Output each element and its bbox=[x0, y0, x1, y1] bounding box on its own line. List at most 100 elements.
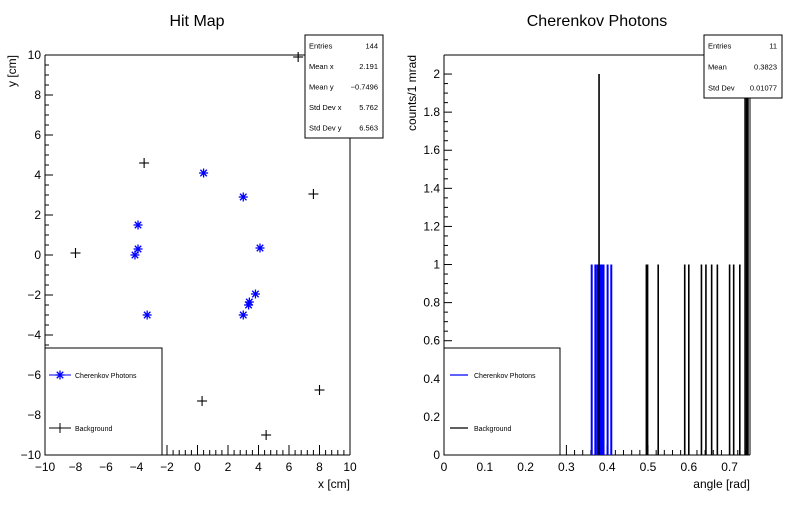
legend-frame bbox=[44, 347, 163, 456]
cherenkov-histogram-chart: Cherenkov Photons 0 0.2 0.4 0.6 0.8 1 1.2 1.4 1.6… bbox=[405, 13, 783, 491]
y-tick-label: −2 bbox=[27, 288, 41, 302]
star-stroke bbox=[131, 251, 139, 259]
x-tick-label: −4 bbox=[130, 460, 144, 474]
legend: Cherenkov Photons Background bbox=[443, 347, 561, 456]
legend-frame bbox=[443, 347, 561, 456]
y-tick-label: 1.4 bbox=[423, 181, 440, 195]
background-point bbox=[314, 385, 325, 395]
stats-value: 11 bbox=[769, 42, 777, 51]
stats-box-frame bbox=[703, 34, 783, 99]
stats-value: 144 bbox=[365, 41, 378, 50]
y-tick-label: 1.6 bbox=[423, 143, 440, 157]
y-tick-label: 6 bbox=[34, 128, 41, 142]
stats-label: Mean x bbox=[309, 62, 334, 71]
stats-label: Std Dev x bbox=[309, 103, 342, 112]
x-tick-label: 0.6 bbox=[680, 460, 697, 474]
y-tick-label: 8 bbox=[34, 88, 41, 102]
cherenkov-photon-point bbox=[255, 243, 265, 253]
legend-label: Background bbox=[474, 426, 511, 433]
cherenkov-photon-point bbox=[250, 289, 260, 299]
stats-value: −0.7496 bbox=[351, 83, 378, 92]
y-tick-label: 1 bbox=[433, 258, 440, 272]
background-point bbox=[261, 430, 272, 440]
x-tick-label: −6 bbox=[99, 460, 113, 474]
stats-label: Std Dev y bbox=[309, 124, 342, 133]
stats-value: 0.01077 bbox=[750, 84, 777, 93]
cherenkov-photon-point bbox=[133, 220, 143, 230]
background-point bbox=[293, 52, 304, 62]
stats-value: 2.191 bbox=[359, 62, 378, 71]
legend: Cherenkov Photons Background bbox=[44, 347, 163, 456]
stats-value: 0.3823 bbox=[754, 63, 777, 72]
x-tick-label: 10 bbox=[343, 460, 357, 474]
cherenkov-photon-point bbox=[142, 310, 152, 320]
background-point bbox=[70, 248, 81, 258]
star-stroke bbox=[251, 290, 260, 298]
stats-box: Entries 144 Mean x 2.191 Mean y −0.7496 Std De… bbox=[304, 34, 384, 139]
stats-box: Entries 11 Mean 0.3823 Std Dev 0.01077 bbox=[703, 34, 783, 99]
background-point bbox=[139, 158, 150, 168]
cherenkov-photon-point bbox=[199, 168, 209, 178]
y-tick-label: 0 bbox=[433, 448, 440, 462]
stats-value: 6.563 bbox=[359, 124, 378, 133]
y-tick-label: −10 bbox=[21, 448, 42, 462]
x-tick-label: −8 bbox=[69, 460, 83, 474]
x-tick-label: 0.5 bbox=[640, 460, 657, 474]
y-tick-label: −6 bbox=[27, 368, 41, 382]
star-stroke bbox=[239, 193, 247, 201]
star-stroke bbox=[143, 311, 151, 319]
stats-label: Entries bbox=[708, 42, 732, 51]
y-axis-label: counts/1 mrad bbox=[405, 55, 419, 131]
y-tick-label: 0.4 bbox=[423, 372, 440, 386]
x-tick-label: 2 bbox=[225, 460, 232, 474]
y-tick-label: 0.6 bbox=[423, 334, 440, 348]
y-tick-label: 2 bbox=[433, 67, 440, 81]
chart-title: Hit Map bbox=[169, 13, 224, 30]
stats-label: Entries bbox=[309, 41, 333, 50]
x-axis-label: x [cm] bbox=[318, 477, 350, 491]
star-stroke bbox=[199, 169, 208, 177]
x-tick-label: 0.1 bbox=[476, 460, 493, 474]
y-tick-label: −8 bbox=[27, 408, 41, 422]
stats-value: 5.762 bbox=[359, 103, 378, 112]
x-tick-label: 0 bbox=[441, 460, 448, 474]
stats-box-frame bbox=[304, 34, 384, 139]
x-tick-label: 0.2 bbox=[517, 460, 534, 474]
x-tick-label: 8 bbox=[316, 460, 323, 474]
x-tick-label: 0.3 bbox=[558, 460, 575, 474]
star-stroke bbox=[256, 244, 264, 252]
y-tick-label: 4 bbox=[34, 168, 41, 182]
legend-label: Background bbox=[75, 426, 112, 433]
star-stroke bbox=[244, 301, 253, 309]
y-tick-label: −4 bbox=[27, 328, 41, 342]
chart-title: Cherenkov Photons bbox=[527, 13, 668, 30]
x-tick-label: 4 bbox=[255, 460, 262, 474]
legend-entry: Background bbox=[49, 423, 112, 433]
legend-entry: Cherenkov Photons bbox=[49, 370, 137, 380]
y-tick-label: 1.8 bbox=[423, 105, 440, 119]
x-tick-label: −2 bbox=[160, 460, 174, 474]
legend-entry: Background bbox=[450, 426, 511, 433]
y-axis-label: y [cm] bbox=[5, 55, 19, 87]
cherenkov-photon-point bbox=[238, 192, 248, 202]
y-tick-label: 0.2 bbox=[423, 410, 440, 424]
x-tick-label: 0 bbox=[194, 460, 201, 474]
y-tick-label: 0.8 bbox=[423, 296, 440, 310]
x-tick-label: −10 bbox=[35, 460, 56, 474]
cherenkov-photon-point bbox=[238, 310, 248, 320]
x-tick-label: 6 bbox=[286, 460, 293, 474]
y-tick-label: 0 bbox=[34, 248, 41, 262]
legend-label: Cherenkov Photons bbox=[474, 373, 536, 380]
stats-label: Mean y bbox=[309, 83, 334, 92]
hit-map-chart: Hit Map −10 −8 −6 −4 −2 0 2 4 6 8 10 −10 −8 −6 −4 −2 0 2 4 6… bbox=[5, 13, 384, 491]
x-tick-label: 0.7 bbox=[721, 460, 738, 474]
cherenkov-photon-point bbox=[130, 250, 140, 260]
background-point bbox=[197, 396, 208, 406]
legend-entry: Cherenkov Photons bbox=[450, 373, 536, 380]
y-tick-label: 10 bbox=[28, 48, 42, 62]
x-axis-label: angle [rad] bbox=[693, 477, 750, 491]
star-stroke bbox=[134, 221, 142, 229]
legend-label: Cherenkov Photons bbox=[75, 373, 137, 380]
star-stroke bbox=[134, 245, 142, 253]
stats-label: Mean bbox=[708, 63, 727, 72]
